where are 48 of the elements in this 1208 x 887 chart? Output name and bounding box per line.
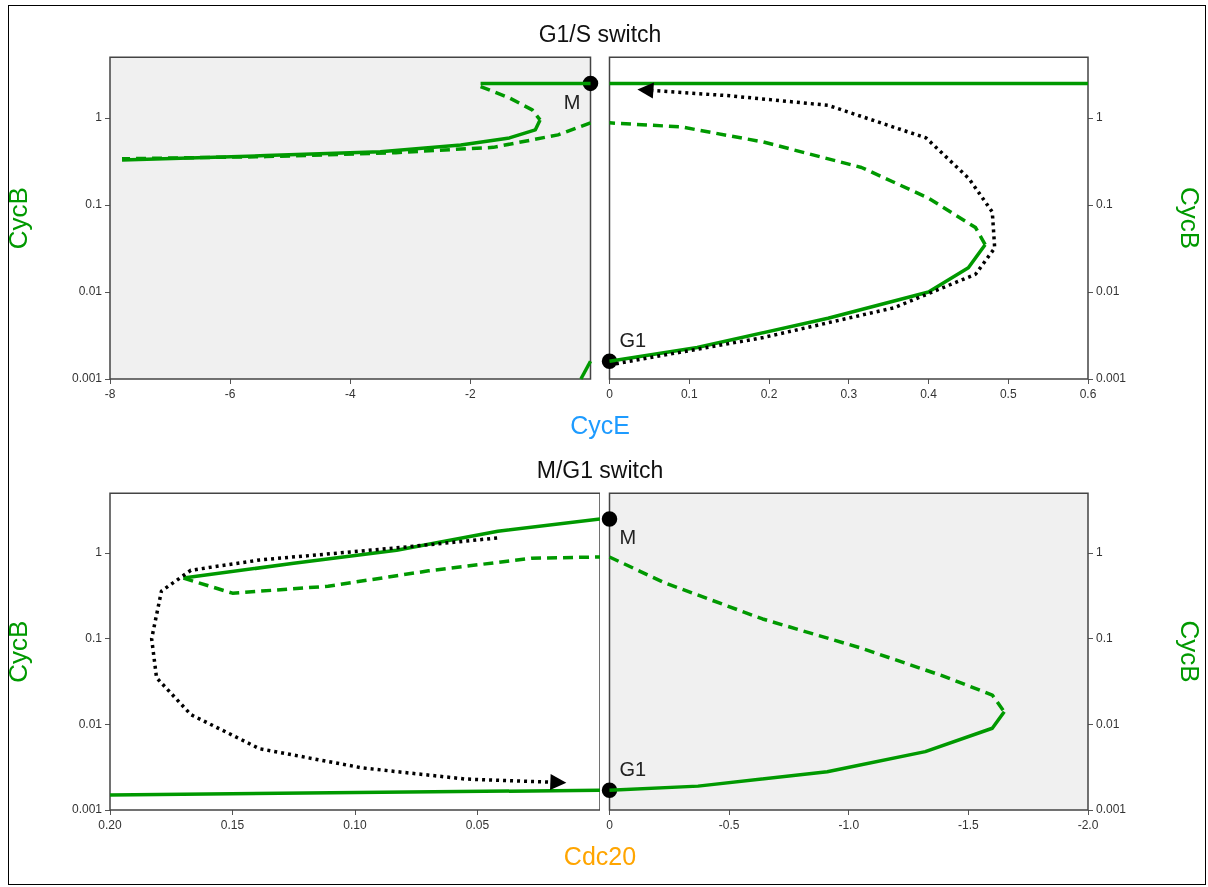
x-tick-label: 0.3 <box>840 386 858 401</box>
x-tick-label: -0.5 <box>718 817 740 832</box>
x-tick-label: -2.0 <box>1077 817 1099 832</box>
y2-axis-title: CycB <box>1175 620 1206 683</box>
y-tick-label: 0.1 <box>85 197 103 212</box>
y2-tick-label: 1 <box>1096 545 1103 560</box>
x-tick-label: 0.10 <box>343 817 367 832</box>
y-tick-label: 1 <box>95 545 103 560</box>
y-axis-title: CycB <box>2 187 33 250</box>
x-tick-label: 0.20 <box>98 817 122 832</box>
series-label: M <box>563 90 581 113</box>
y-axis-title: CycB <box>2 620 33 683</box>
x-axis-title: CycE <box>569 411 631 440</box>
series-label: G1 <box>619 328 647 351</box>
x-axis-title: Cdc20 <box>562 842 638 871</box>
x-tick-label: -4 <box>344 386 356 401</box>
chart-title: G1/S switch <box>537 21 663 48</box>
x-tick-label: 0.15 <box>220 817 245 832</box>
x-tick-label: 0.6 <box>1079 386 1097 401</box>
y2-axis-title: CycB <box>1175 187 1206 250</box>
x-tick-label: -2 <box>465 386 477 401</box>
y2-tick-label: 0.01 <box>1096 284 1120 299</box>
x-tick-label: -1.0 <box>838 817 860 832</box>
x-tick-label: 0.2 <box>760 386 778 401</box>
y-tick-label: 0.001 <box>71 371 103 386</box>
y2-tick-label: 1 <box>1096 110 1103 125</box>
y2-tick-label: 0.01 <box>1096 716 1120 731</box>
series-label: G1 <box>619 757 647 780</box>
y-tick-label: 0.1 <box>85 631 103 646</box>
x-tick-label: 0.5 <box>999 386 1017 401</box>
y-tick-label: 0.01 <box>78 716 103 731</box>
x-tick-label: -1.5 <box>958 817 980 832</box>
y2-tick-label: 0.1 <box>1096 197 1114 212</box>
y2-tick-label: 0.001 <box>1096 371 1127 386</box>
y2-tick-label: 0.001 <box>1096 802 1127 817</box>
x-tick-label: 0 <box>606 817 614 832</box>
x-tick-label: 0.05 <box>465 817 490 832</box>
x-tick-label: -6 <box>224 386 236 401</box>
x-tick-label: -8 <box>104 386 116 401</box>
y2-tick-label: 0.1 <box>1096 631 1114 646</box>
series-label: M <box>619 526 637 549</box>
x-tick-label: 0 <box>606 386 614 401</box>
x-tick-label: 0.4 <box>920 386 938 401</box>
chart-title: M/G1 switch <box>535 457 665 484</box>
y-tick-label: 0.01 <box>78 284 103 299</box>
y-tick-label: 0.001 <box>71 802 103 817</box>
x-tick-label: 0.1 <box>680 386 698 401</box>
y-tick-label: 1 <box>95 110 103 125</box>
